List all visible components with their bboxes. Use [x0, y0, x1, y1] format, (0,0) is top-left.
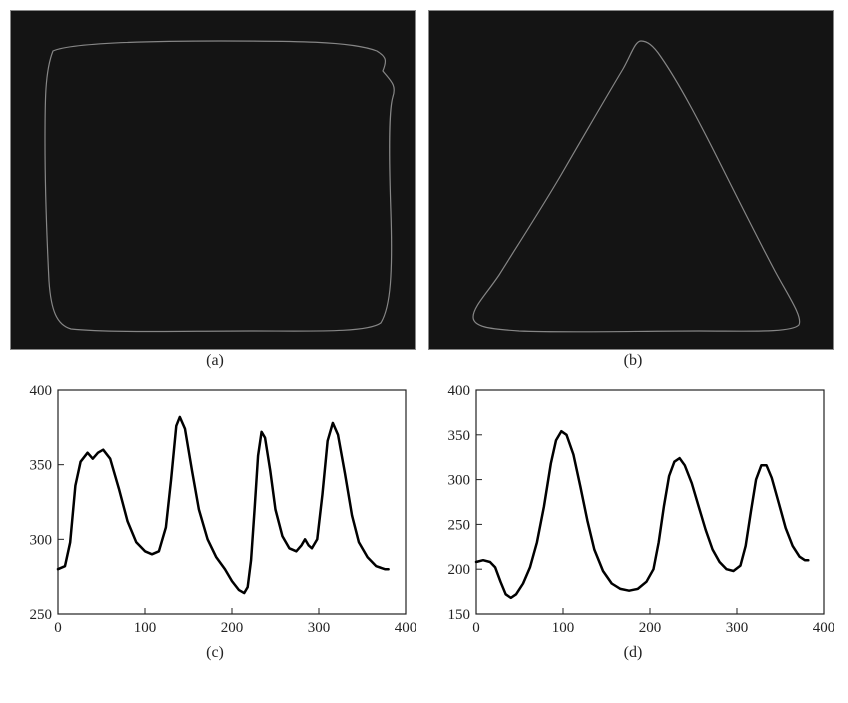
svg-text:150: 150	[448, 607, 471, 623]
panel-c-label: (c)	[10, 642, 420, 670]
svg-text:200: 200	[448, 562, 471, 578]
svg-text:350: 350	[448, 428, 471, 444]
svg-text:0: 0	[54, 620, 62, 636]
svg-text:0: 0	[472, 620, 480, 636]
panel-d-wrap: 150 200 250 300 350 400 0 100 200 300 400 (d)	[428, 382, 838, 670]
svg-text:200: 200	[639, 620, 662, 636]
panel-d-label: (d)	[428, 642, 838, 670]
panel-b-wrap: (b)	[428, 10, 838, 378]
svg-text:250: 250	[30, 607, 53, 623]
svg-text:400: 400	[448, 383, 471, 399]
svg-text:300: 300	[308, 620, 331, 636]
svg-text:400: 400	[813, 620, 834, 636]
svg-text:100: 100	[134, 620, 157, 636]
svg-text:350: 350	[30, 458, 53, 474]
svg-text:100: 100	[552, 620, 575, 636]
svg-text:250: 250	[448, 517, 471, 533]
panel-b-image	[428, 10, 834, 350]
panel-b-label: (b)	[428, 350, 838, 378]
panel-c-wrap: 250 300 350 400 0 100 200 300 400 (c)	[10, 382, 420, 670]
panel-a-wrap: (a)	[10, 10, 420, 378]
svg-text:400: 400	[395, 620, 416, 636]
chart-d: 150 200 250 300 350 400 0 100 200 300 400	[428, 382, 834, 642]
svg-text:400: 400	[30, 383, 53, 399]
panel-a-label: (a)	[10, 350, 420, 378]
svg-text:300: 300	[30, 532, 53, 548]
chart-c: 250 300 350 400 0 100 200 300 400	[10, 382, 416, 642]
panel-a-image	[10, 10, 416, 350]
svg-text:200: 200	[221, 620, 244, 636]
svg-text:300: 300	[448, 473, 471, 489]
figure-grid: (a) (b) 250 300 350 400 0 100 200 300 400 (c) 15…	[10, 10, 838, 670]
svg-text:300: 300	[726, 620, 749, 636]
